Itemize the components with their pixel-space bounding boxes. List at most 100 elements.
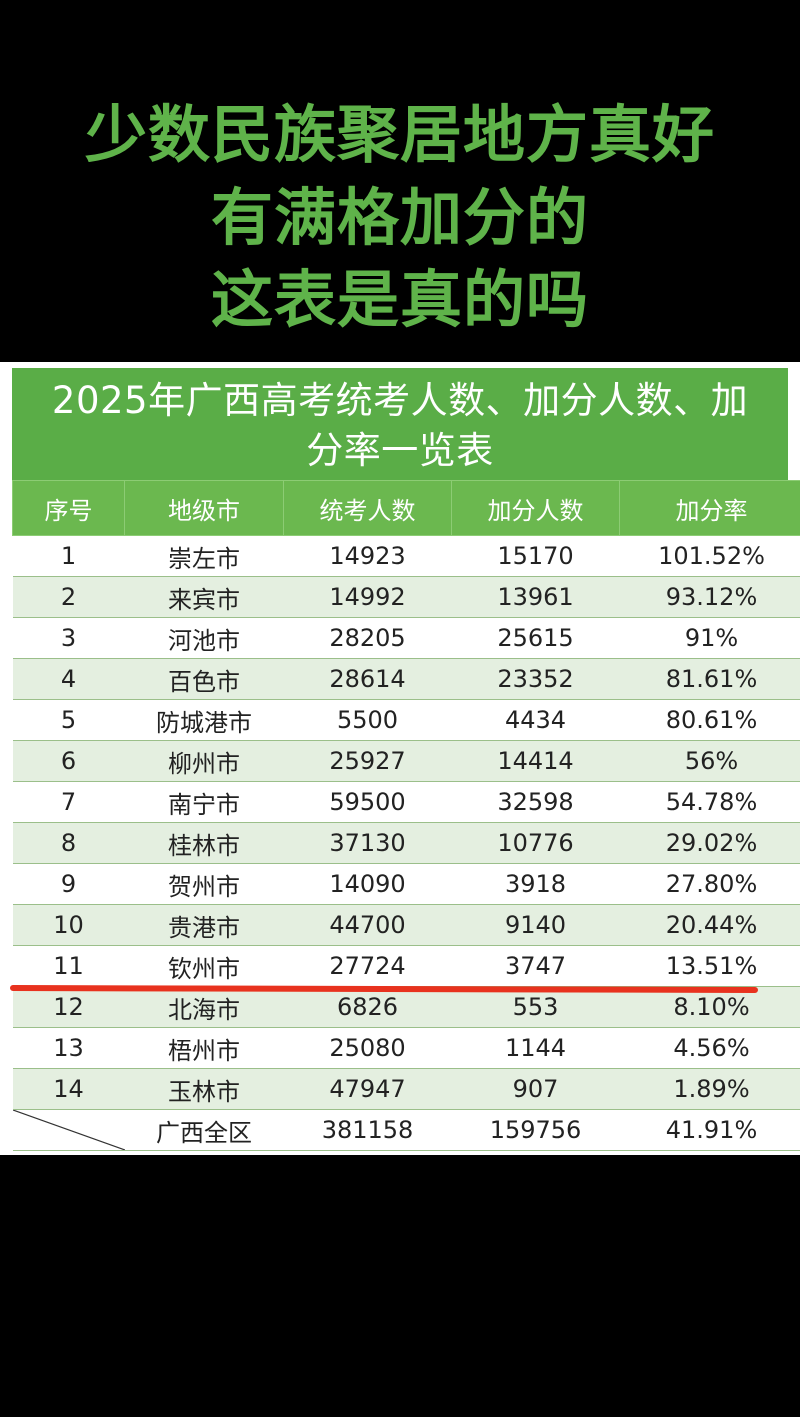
cell-index: 13 bbox=[12, 1027, 125, 1069]
score-table: 序号 地级市 统考人数 加分人数 加分率 1 崇左市 14923 15170 101.5… bbox=[12, 480, 800, 1151]
cell-bonus-count: 3747 bbox=[451, 945, 620, 987]
cell-exam-count: 14090 bbox=[283, 863, 452, 905]
header-city: 地级市 bbox=[124, 480, 284, 536]
cell-bonus-rate: 27.80% bbox=[619, 863, 800, 905]
cell-index: 2 bbox=[12, 576, 125, 618]
header-row: 序号 地级市 统考人数 加分人数 加分率 bbox=[12, 480, 800, 536]
cell-exam-count: 25927 bbox=[283, 740, 452, 782]
cell-bonus-rate: 54.78% bbox=[619, 781, 800, 823]
cell-bonus-rate: 91% bbox=[619, 617, 800, 659]
header-index: 序号 bbox=[12, 480, 125, 536]
table-row: 5 防城港市 5500 4434 80.61% bbox=[12, 699, 800, 741]
header-bonus-rate: 加分率 bbox=[619, 480, 800, 536]
cell-exam-count: 14923 bbox=[283, 535, 452, 577]
header-bonus-count: 加分人数 bbox=[451, 480, 620, 536]
cell-bonus-count: 23352 bbox=[451, 658, 620, 700]
cell-city: 玉林市 bbox=[124, 1068, 284, 1110]
cell-city: 百色市 bbox=[124, 658, 284, 700]
table-row: 14 玉林市 47947 907 1.89% bbox=[12, 1068, 800, 1110]
cell-exam-count: 28614 bbox=[283, 658, 452, 700]
total-diagonal-cell bbox=[12, 1109, 125, 1151]
cell-bonus-rate: 101.52% bbox=[619, 535, 800, 577]
cell-bonus-rate: 1.89% bbox=[619, 1068, 800, 1110]
table-title-line-2: 分率一览表 bbox=[306, 429, 494, 472]
cell-exam-count: 47947 bbox=[283, 1068, 452, 1110]
total-label: 广西全区 bbox=[124, 1109, 284, 1151]
table-row: 11 钦州市 27724 3747 13.51% bbox=[12, 945, 800, 987]
cell-bonus-rate: 56% bbox=[619, 740, 800, 782]
cell-exam-count: 14992 bbox=[283, 576, 452, 618]
cell-index: 14 bbox=[12, 1068, 125, 1110]
cell-bonus-count: 15170 bbox=[451, 535, 620, 577]
cell-exam-count: 27724 bbox=[283, 945, 452, 987]
table-title: 2025年广西高考统考人数、加分人数、加 分率一览表 bbox=[12, 368, 788, 480]
cell-bonus-count: 4434 bbox=[451, 699, 620, 741]
cell-bonus-count: 9140 bbox=[451, 904, 620, 946]
cell-exam-count: 5500 bbox=[283, 699, 452, 741]
cell-bonus-rate: 93.12% bbox=[619, 576, 800, 618]
cell-bonus-count: 13961 bbox=[451, 576, 620, 618]
table-row: 4 百色市 28614 23352 81.61% bbox=[12, 658, 800, 700]
cell-index: 5 bbox=[12, 699, 125, 741]
cell-city: 贺州市 bbox=[124, 863, 284, 905]
cell-city: 来宾市 bbox=[124, 576, 284, 618]
cell-bonus-count: 25615 bbox=[451, 617, 620, 659]
cell-index: 8 bbox=[12, 822, 125, 864]
cell-exam-count: 25080 bbox=[283, 1027, 452, 1069]
cell-index: 11 bbox=[12, 945, 125, 987]
table-row: 13 梧州市 25080 1144 4.56% bbox=[12, 1027, 800, 1069]
table-row: 8 桂林市 37130 10776 29.02% bbox=[12, 822, 800, 864]
cell-bonus-count: 3918 bbox=[451, 863, 620, 905]
header-exam-count: 统考人数 bbox=[283, 480, 452, 536]
table-image: 2025年广西高考统考人数、加分人数、加 分率一览表 序号 地级市 统考人数 加… bbox=[0, 362, 800, 1155]
cell-bonus-rate: 80.61% bbox=[619, 699, 800, 741]
table-row: 12 北海市 6826 553 8.10% bbox=[12, 986, 800, 1028]
cell-city: 柳州市 bbox=[124, 740, 284, 782]
cell-index: 9 bbox=[12, 863, 125, 905]
cell-index: 12 bbox=[12, 986, 125, 1028]
cell-city: 防城港市 bbox=[124, 699, 284, 741]
cell-city: 钦州市 bbox=[124, 945, 284, 987]
table-row: 3 河池市 28205 25615 91% bbox=[12, 617, 800, 659]
cell-city: 河池市 bbox=[124, 617, 284, 659]
total-row: 广西全区 381158 159756 41.91% bbox=[12, 1109, 800, 1151]
caption-line-1: 少数民族聚居地方真好 bbox=[84, 98, 715, 171]
cell-bonus-rate: 13.51% bbox=[619, 945, 800, 987]
cell-bonus-count: 1144 bbox=[451, 1027, 620, 1069]
cell-city: 北海市 bbox=[124, 986, 284, 1028]
cell-index: 3 bbox=[12, 617, 125, 659]
table-row: 9 贺州市 14090 3918 27.80% bbox=[12, 863, 800, 905]
total-bonus-count: 159756 bbox=[451, 1109, 620, 1151]
table-row: 6 柳州市 25927 14414 56% bbox=[12, 740, 800, 782]
cell-bonus-rate: 4.56% bbox=[619, 1027, 800, 1069]
cell-exam-count: 28205 bbox=[283, 617, 452, 659]
table-title-line-1: 2025年广西高考统考人数、加分人数、加 bbox=[51, 379, 749, 422]
cell-city: 崇左市 bbox=[124, 535, 284, 577]
cell-exam-count: 37130 bbox=[283, 822, 452, 864]
cell-bonus-count: 32598 bbox=[451, 781, 620, 823]
cell-exam-count: 59500 bbox=[283, 781, 452, 823]
cell-bonus-count: 10776 bbox=[451, 822, 620, 864]
caption-line-3: 这表是真的吗 bbox=[210, 263, 589, 336]
cell-index: 1 bbox=[12, 535, 125, 577]
cell-city: 贵港市 bbox=[124, 904, 284, 946]
cell-bonus-rate: 8.10% bbox=[619, 986, 800, 1028]
caption-line-2: 有满格加分的 bbox=[210, 181, 589, 254]
cell-bonus-rate: 20.44% bbox=[619, 904, 800, 946]
cell-city: 桂林市 bbox=[124, 822, 284, 864]
cell-bonus-count: 14414 bbox=[451, 740, 620, 782]
cell-city: 梧州市 bbox=[124, 1027, 284, 1069]
cell-exam-count: 6826 bbox=[283, 986, 452, 1028]
cell-index: 7 bbox=[12, 781, 125, 823]
table-row: 10 贵港市 44700 9140 20.44% bbox=[12, 904, 800, 946]
table-row: 1 崇左市 14923 15170 101.52% bbox=[12, 535, 800, 577]
cell-index: 10 bbox=[12, 904, 125, 946]
cell-city: 南宁市 bbox=[124, 781, 284, 823]
cell-bonus-rate: 81.61% bbox=[619, 658, 800, 700]
cell-bonus-count: 907 bbox=[451, 1068, 620, 1110]
total-exam-count: 381158 bbox=[283, 1109, 452, 1151]
table-row: 7 南宁市 59500 32598 54.78% bbox=[12, 781, 800, 823]
total-bonus-rate: 41.91% bbox=[619, 1109, 800, 1151]
table-row: 2 来宾市 14992 13961 93.12% bbox=[12, 576, 800, 618]
cell-exam-count: 44700 bbox=[283, 904, 452, 946]
